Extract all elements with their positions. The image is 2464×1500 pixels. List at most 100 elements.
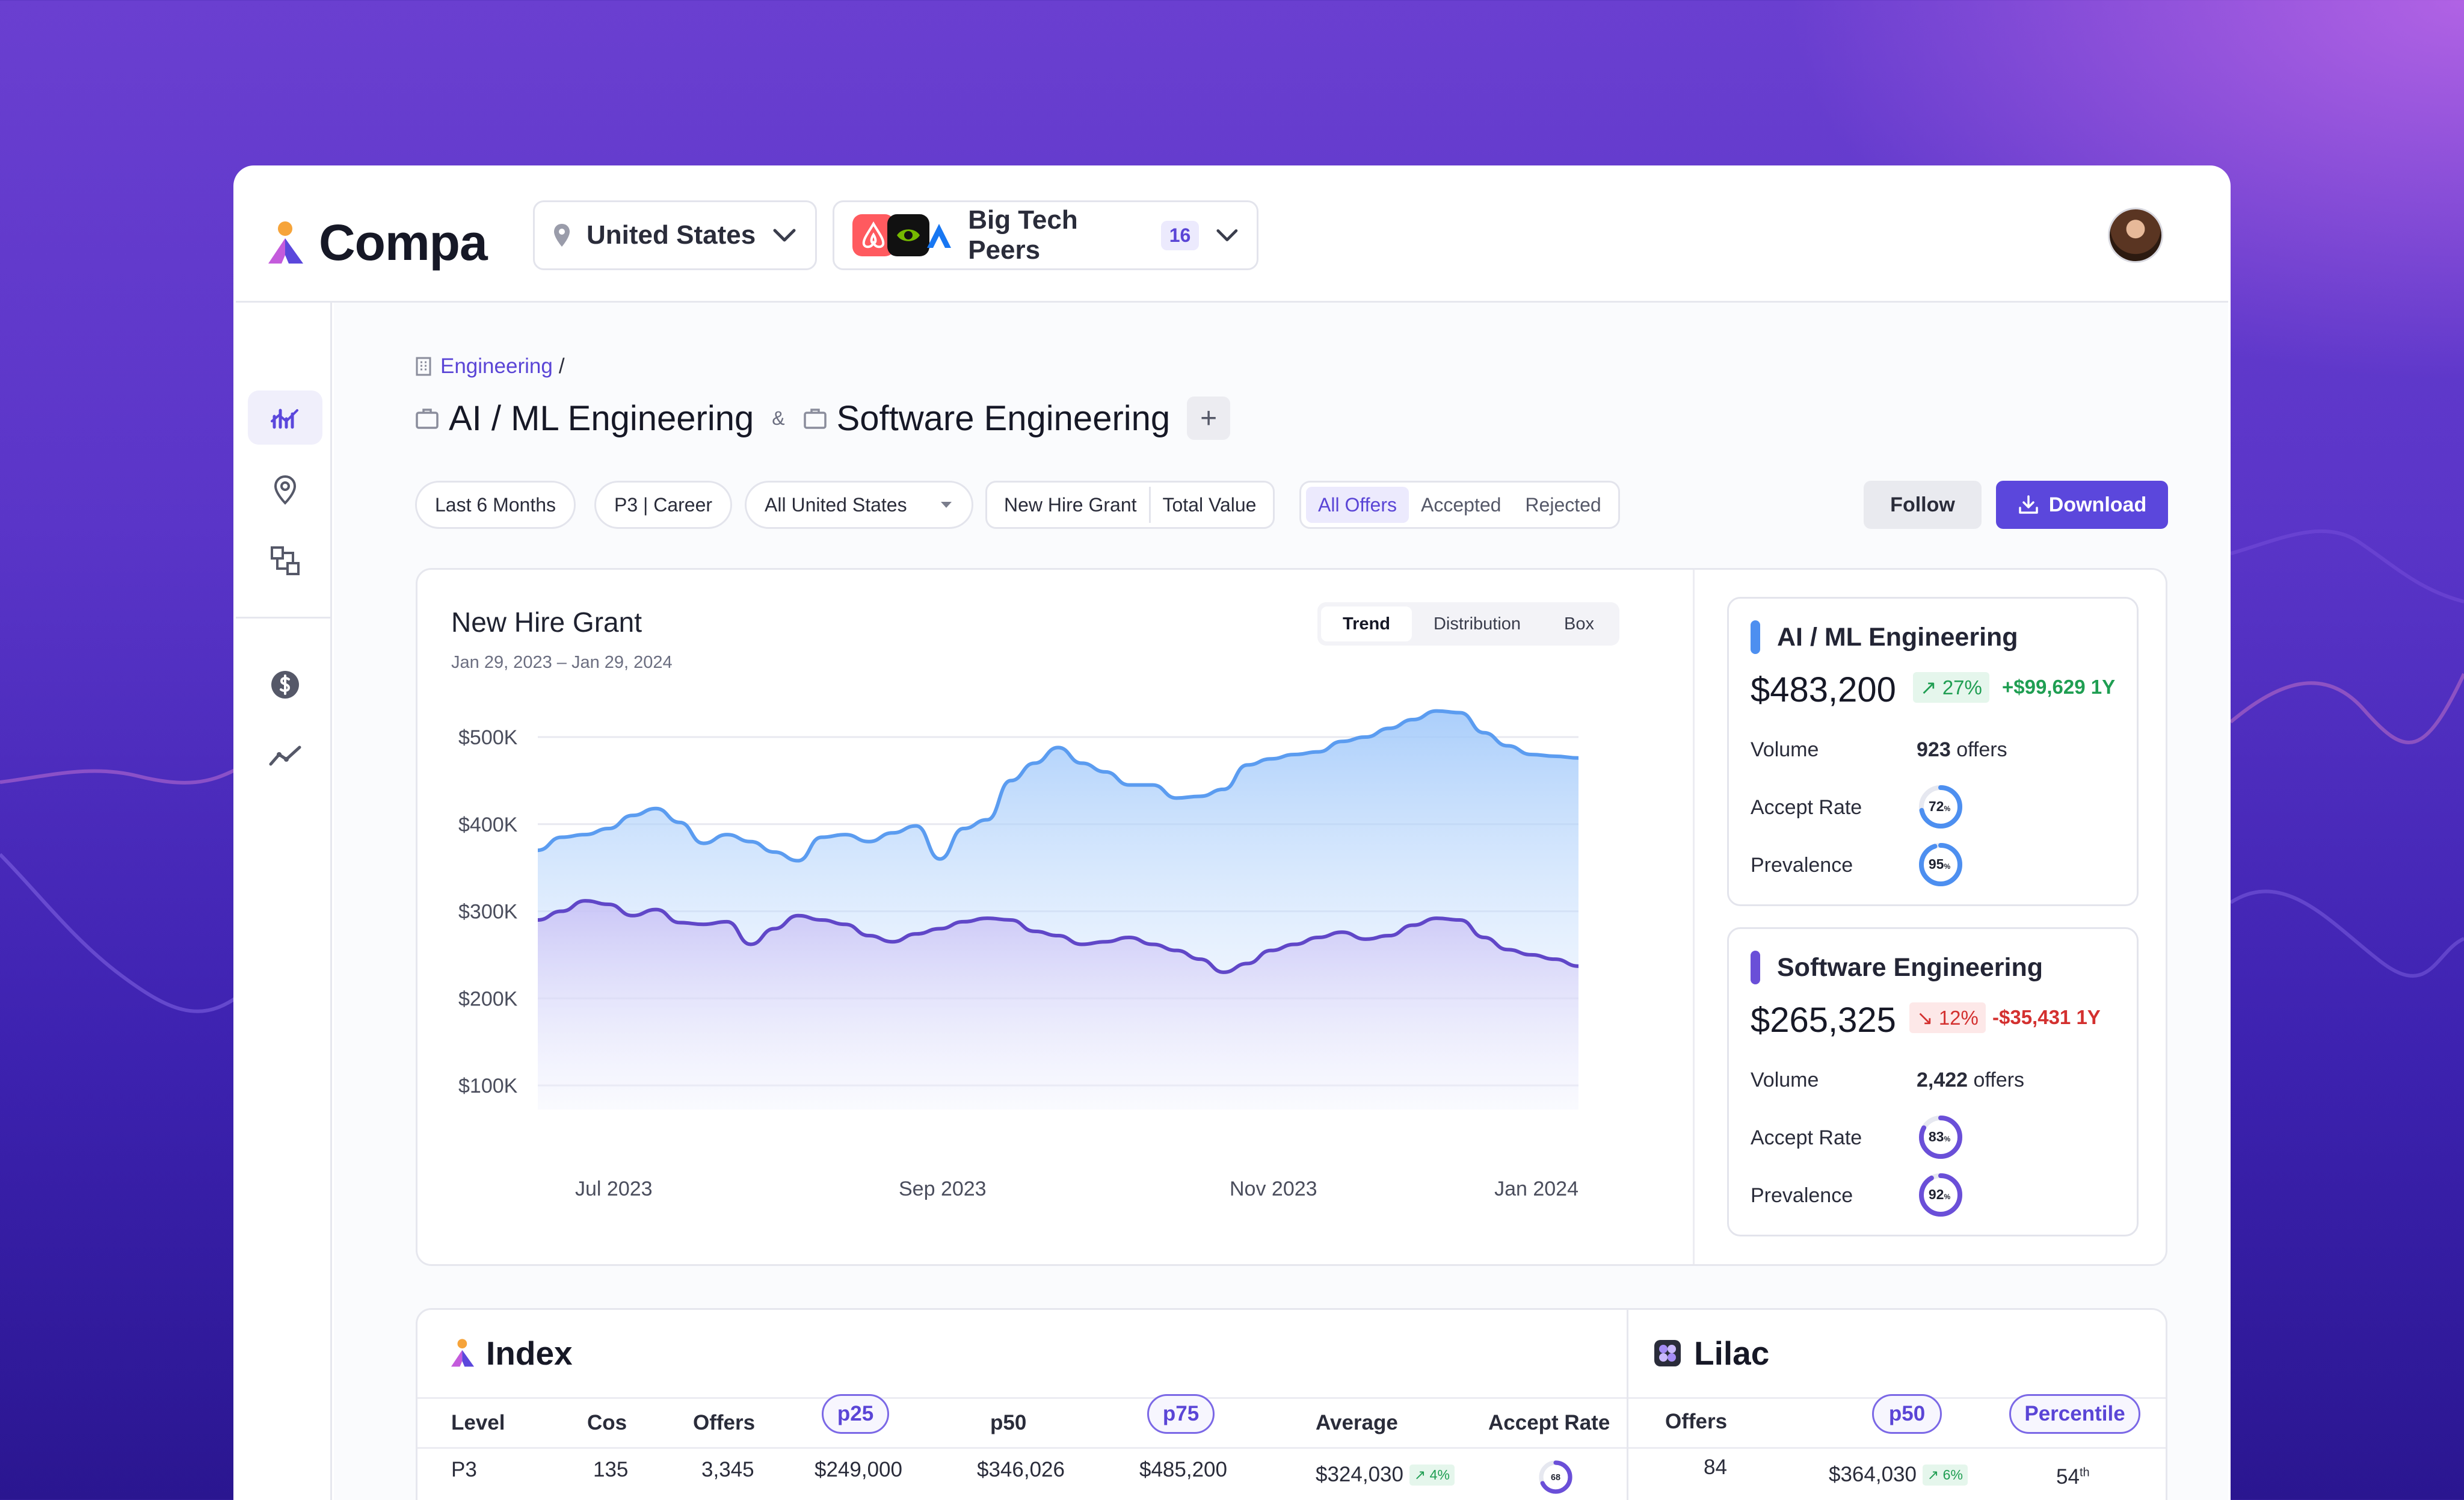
compa-logo-icon bbox=[268, 221, 303, 264]
column-header-offers[interactable]: Offers bbox=[693, 1411, 756, 1434]
chart-date-range: Jan 29, 2023 – Jan 29, 2024 bbox=[451, 653, 673, 672]
page-titles: AI / ML Engineering & Software Engineeri… bbox=[415, 397, 1231, 440]
average-change-badge: ↗ 4% bbox=[1409, 1464, 1455, 1486]
sidebar-item-locations[interactable] bbox=[248, 463, 322, 517]
svg-text:68: 68 bbox=[1551, 1473, 1560, 1483]
column-header-cos[interactable]: Cos bbox=[587, 1411, 627, 1434]
top-bar: Compa United States bbox=[236, 168, 2228, 303]
delta-value: -$35,431 1Y bbox=[1992, 1006, 2101, 1028]
level-filter[interactable]: P3 | Career bbox=[594, 481, 733, 529]
download-icon bbox=[2019, 495, 2038, 514]
title-joiner: & bbox=[772, 407, 785, 429]
peer-group-label: Big Tech Peers bbox=[968, 205, 1078, 265]
sidebar-item-analytics[interactable] bbox=[248, 390, 322, 445]
region-filter-label: All United States bbox=[765, 493, 907, 516]
accept-rate-ring: 68 bbox=[1539, 1460, 1572, 1494]
peer-count-badge: 16 bbox=[1160, 220, 1200, 250]
accept-rate-label: Accept Rate bbox=[1751, 1126, 1862, 1149]
lilac-cell-percentile: 54th bbox=[2056, 1465, 2090, 1489]
table-column-divider bbox=[1627, 1310, 1628, 1500]
lilac-column-header-offers[interactable]: Offers bbox=[1665, 1410, 1728, 1433]
svg-text:95%: 95% bbox=[1929, 856, 1951, 872]
compa-logo[interactable]: Compa bbox=[265, 214, 488, 272]
stat-card-software[interactable]: Software Engineering $265,325 ↘ 12% -$35… bbox=[1727, 927, 2139, 1236]
cell-average: $324,030 ↗ 4% bbox=[1316, 1463, 1455, 1487]
prevalence-ring: 92% bbox=[1919, 1173, 1962, 1217]
chevron-down-icon bbox=[773, 229, 796, 242]
accept-rate-label: Accept Rate bbox=[1751, 796, 1862, 819]
user-avatar[interactable] bbox=[2108, 208, 2163, 263]
lilac-table-title: Lilac bbox=[1653, 1334, 1769, 1372]
lilac-column-header-percentile[interactable]: Percentile bbox=[2009, 1394, 2140, 1434]
comparison-tables: Index Lilac Level Cos Offers p25 p50 p75… bbox=[416, 1308, 2167, 1500]
series-color-marker bbox=[1751, 620, 1760, 654]
p50-change-badge: ↗ 6% bbox=[1922, 1464, 1968, 1486]
volume-value: 923 offers bbox=[1917, 738, 2007, 761]
breadcrumb: Engineering / bbox=[415, 354, 565, 378]
sidebar-item-org[interactable] bbox=[248, 534, 322, 588]
y-tick-label: $300K bbox=[458, 901, 518, 924]
volume-label: Volume bbox=[1751, 738, 1819, 761]
meta-logo-icon bbox=[923, 220, 955, 250]
period-filter[interactable]: Last 6 Months bbox=[415, 481, 576, 529]
distribution-view-tab[interactable]: Distribution bbox=[1433, 614, 1521, 634]
trend-panel: New Hire Grant Jan 29, 2023 – Jan 29, 20… bbox=[416, 568, 2167, 1266]
prevalence-ring: 95% bbox=[1919, 843, 1962, 886]
accept-rate-ring: 83% bbox=[1919, 1116, 1962, 1159]
chart-bars-icon bbox=[271, 409, 298, 429]
sidebar bbox=[236, 303, 332, 1500]
total-value-option[interactable]: Total Value bbox=[1162, 493, 1257, 516]
all-offers-option[interactable]: All Offers bbox=[1306, 487, 1409, 523]
location-dropdown[interactable]: United States bbox=[533, 200, 817, 270]
column-header-p50[interactable]: p50 bbox=[990, 1411, 1027, 1434]
series-line-1[interactable] bbox=[537, 899, 1579, 974]
column-header-level[interactable]: Level bbox=[451, 1411, 505, 1434]
breadcrumb-engineering-link[interactable]: Engineering bbox=[440, 354, 553, 378]
x-tick-label: Sep 2023 bbox=[899, 1177, 987, 1200]
lilac-logo-icon bbox=[1654, 1340, 1681, 1366]
briefcase-icon bbox=[416, 409, 439, 429]
column-header-average[interactable]: Average bbox=[1316, 1411, 1398, 1434]
trend-view-tab[interactable]: Trend bbox=[1321, 606, 1412, 641]
svg-text:83%: 83% bbox=[1929, 1129, 1951, 1144]
lilac-cell-offers: 84 bbox=[1704, 1455, 1727, 1479]
rejected-option[interactable]: Rejected bbox=[1525, 493, 1601, 516]
new-hire-grant-option[interactable]: New Hire Grant bbox=[992, 487, 1151, 523]
accepted-option[interactable]: Accepted bbox=[1421, 493, 1502, 516]
stat-card-title: Software Engineering bbox=[1751, 951, 2043, 984]
accept-rate-ring: 72% bbox=[1919, 785, 1962, 829]
peer-company-logos bbox=[852, 214, 951, 256]
column-header-p75[interactable]: p75 bbox=[1147, 1394, 1215, 1434]
breadcrumb-separator: / bbox=[558, 354, 565, 378]
app-window: Compa United States bbox=[233, 165, 2231, 1500]
sidebar-item-compensation[interactable] bbox=[248, 658, 322, 712]
download-label: Download bbox=[2048, 493, 2147, 516]
trend-chart: $500K $400K $300K $200K $100K Jul 2023 Sep 20… bbox=[458, 709, 1579, 1200]
delta-value: +$99,629 1Y bbox=[2002, 676, 2116, 698]
download-button[interactable]: Download bbox=[1996, 481, 2168, 529]
change-badge: ↘ 12% bbox=[1909, 1002, 1986, 1033]
change-badge: ↗ 27% bbox=[1913, 672, 1989, 703]
cell-cos: 135 bbox=[593, 1458, 629, 1481]
column-header-accept-rate[interactable]: Accept Rate bbox=[1488, 1411, 1610, 1434]
chart-view-toggle: Trend Distribution Box bbox=[1317, 602, 1620, 646]
x-tick-label: Jul 2023 bbox=[575, 1177, 653, 1200]
compa-logo-icon bbox=[451, 1339, 475, 1367]
offer-status-toggle: All Offers Accepted Rejected bbox=[1299, 481, 1620, 529]
index-table-title: Index bbox=[449, 1334, 573, 1372]
x-tick-label: Nov 2023 bbox=[1230, 1177, 1317, 1200]
stat-card-ai-ml[interactable]: AI / ML Engineering $483,200 ↗ 27% +$99,… bbox=[1727, 597, 2139, 906]
peer-group-dropdown[interactable]: Big Tech Peers 16 bbox=[833, 200, 1258, 270]
series-line-0[interactable] bbox=[537, 709, 1579, 863]
volume-label: Volume bbox=[1751, 1069, 1819, 1091]
table-header-divider bbox=[417, 1397, 2166, 1399]
y-tick-label: $400K bbox=[458, 813, 518, 836]
region-filter[interactable]: All United States bbox=[745, 481, 973, 529]
box-view-tab[interactable]: Box bbox=[1564, 614, 1595, 634]
add-comparison-button[interactable]: + bbox=[1187, 397, 1231, 440]
follow-button[interactable]: Follow bbox=[1864, 481, 1982, 529]
lilac-column-header-p50[interactable]: p50 bbox=[1872, 1394, 1942, 1434]
building-icon bbox=[416, 357, 431, 376]
column-header-p25[interactable]: p25 bbox=[822, 1394, 889, 1434]
sidebar-item-trends[interactable] bbox=[248, 729, 322, 783]
